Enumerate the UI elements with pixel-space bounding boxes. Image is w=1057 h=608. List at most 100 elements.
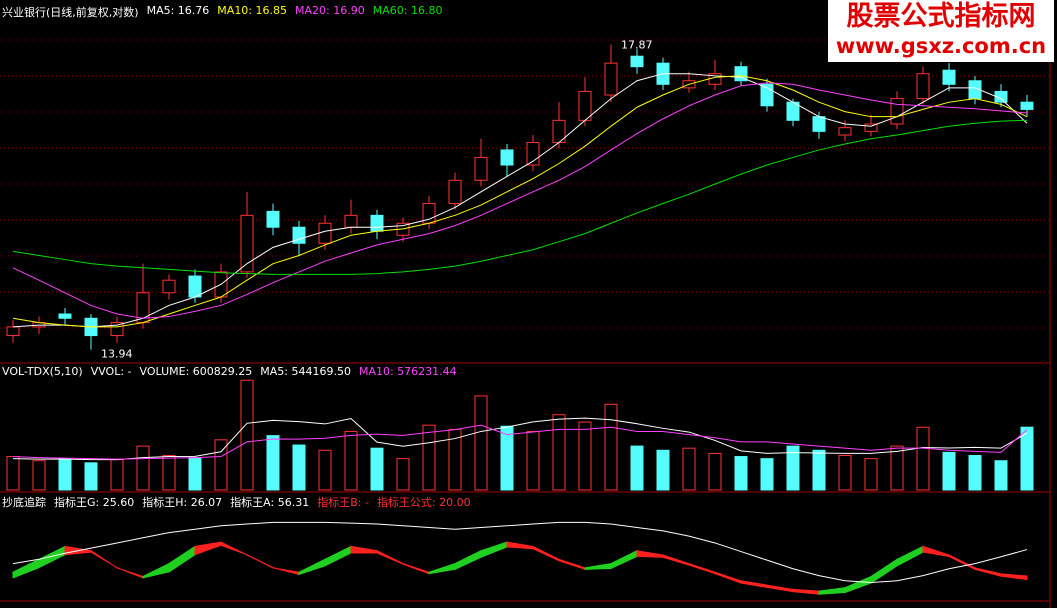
volume-bar <box>864 458 878 491</box>
candle-body <box>578 90 592 121</box>
ma-legend: MA60: 16.80 <box>372 4 443 17</box>
volume-bar <box>994 460 1008 491</box>
ribbon-segment <box>38 545 66 569</box>
ribbon-segment <box>350 545 378 554</box>
volume-bar <box>188 457 202 491</box>
ribbon-segment <box>168 545 196 573</box>
volume-bar <box>838 455 852 491</box>
volume-bar <box>474 395 488 491</box>
ma-legend: MA5: 544169.50 <box>260 365 351 378</box>
candle-body <box>812 116 826 132</box>
volume-bar <box>162 455 176 491</box>
candle-body <box>474 156 488 181</box>
pane-title: 兴业银行(日线,前复权,对数) <box>2 6 139 19</box>
candle-body <box>6 326 20 337</box>
ribbon-segment <box>402 562 430 575</box>
candle-body <box>838 127 852 136</box>
volume-bar <box>370 447 384 491</box>
ribbon-segment <box>428 562 456 575</box>
ribbon-segment <box>142 562 170 579</box>
ribbon-segment <box>272 566 300 576</box>
ribbon-segment <box>506 541 534 550</box>
volume-bar <box>84 462 98 491</box>
pane-title: 抄底追踪 <box>2 496 46 509</box>
legend-item: VVOL: - <box>90 365 132 378</box>
ribbon-segment <box>974 567 1002 577</box>
ma-line <box>12 521 1028 584</box>
candle-body <box>240 214 254 273</box>
volume-bar <box>656 449 670 491</box>
candle-body <box>916 73 930 100</box>
volume-bar <box>942 451 956 491</box>
candle-body <box>188 275 202 298</box>
watermark: 股票公式指标网 www.gsxz.com.cn <box>828 0 1054 62</box>
volume-bar <box>500 425 514 491</box>
candle-body <box>1020 101 1034 110</box>
pane-title: VOL-TDX(5,10) <box>2 365 83 378</box>
ribbon-segment <box>818 587 846 595</box>
ribbon-segment <box>454 549 482 571</box>
volume-bar <box>968 455 982 491</box>
ribbon-segment <box>870 558 898 585</box>
indicator-legend: 指标王H: 26.07 <box>142 496 223 509</box>
volume-bar <box>526 430 540 491</box>
volume-bar <box>240 379 254 491</box>
candle-body <box>318 222 332 244</box>
volume-bar <box>422 424 436 491</box>
ribbon-segment <box>844 575 872 594</box>
high-label: 17.87 <box>621 38 653 51</box>
ma-legend: MA20: 16.90 <box>295 4 365 17</box>
volume-bar <box>32 460 46 491</box>
ribbon-segment <box>298 558 326 576</box>
volume-bar <box>890 445 904 491</box>
ma-line <box>12 119 1028 275</box>
ribbon-segment <box>116 566 144 579</box>
volume-bar <box>578 421 592 491</box>
ribbon-segment <box>324 545 352 567</box>
ribbon-segment <box>246 553 274 569</box>
ribbon-segment <box>714 571 742 584</box>
legend-item: 指标王B: - <box>317 496 369 509</box>
volume-bar <box>318 449 332 491</box>
ribbon-segment <box>220 541 248 556</box>
volume-bar <box>6 456 20 491</box>
candle-body <box>370 214 384 232</box>
ribbon-segment <box>480 541 508 559</box>
ribbon-segment <box>896 545 924 567</box>
candle-body <box>448 179 462 205</box>
candle-body <box>500 149 514 166</box>
volume-bar <box>630 445 644 491</box>
watermark-title: 股票公式指标网 <box>846 1 1036 32</box>
ma-legend: MA10: 576231.44 <box>358 365 457 378</box>
ma-line <box>12 82 1028 319</box>
ribbon-segment <box>766 584 794 593</box>
volume-bar <box>916 426 930 491</box>
volume-bar <box>1020 426 1034 491</box>
price-header: 兴业银行(日线,前复权,对数) MA5: 16.76 MA10: 16.85 MA20… <box>2 4 442 20</box>
volume-bar <box>812 449 826 491</box>
legend-item: 指标王公式: 20.00 <box>376 496 471 509</box>
indicator-header: 抄底追踪 指标王G: 25.60 指标王H: 26.07 指标王A: 56.31 指标王… <box>2 494 471 510</box>
ribbon-segment <box>688 562 716 575</box>
candle-body <box>890 98 904 125</box>
ribbon-segment <box>584 563 612 570</box>
volume-bar <box>552 414 566 491</box>
ma-line <box>12 73 1028 328</box>
watermark-url: www.gsxz.com.cn <box>835 34 1047 58</box>
volume-bar <box>682 447 696 491</box>
ribbon-segment <box>376 549 404 565</box>
ribbon-segment <box>90 549 118 569</box>
volume-bar <box>786 445 800 491</box>
candle-body <box>994 90 1008 103</box>
candle-body <box>266 210 280 228</box>
ribbon-segment <box>558 558 586 571</box>
ribbon-segment <box>948 554 976 571</box>
ribbon-segment <box>1000 573 1028 581</box>
indicator-legend: 指标王A: 56.31 <box>230 496 310 509</box>
ma-line <box>12 75 1028 328</box>
candle-body <box>942 69 956 85</box>
ribbon-segment <box>792 588 820 595</box>
volume-bar <box>760 458 774 491</box>
volume-header: VOL-TDX(5,10) VVOL: - VOLUME: 600829.25 MA5… <box>2 365 457 378</box>
